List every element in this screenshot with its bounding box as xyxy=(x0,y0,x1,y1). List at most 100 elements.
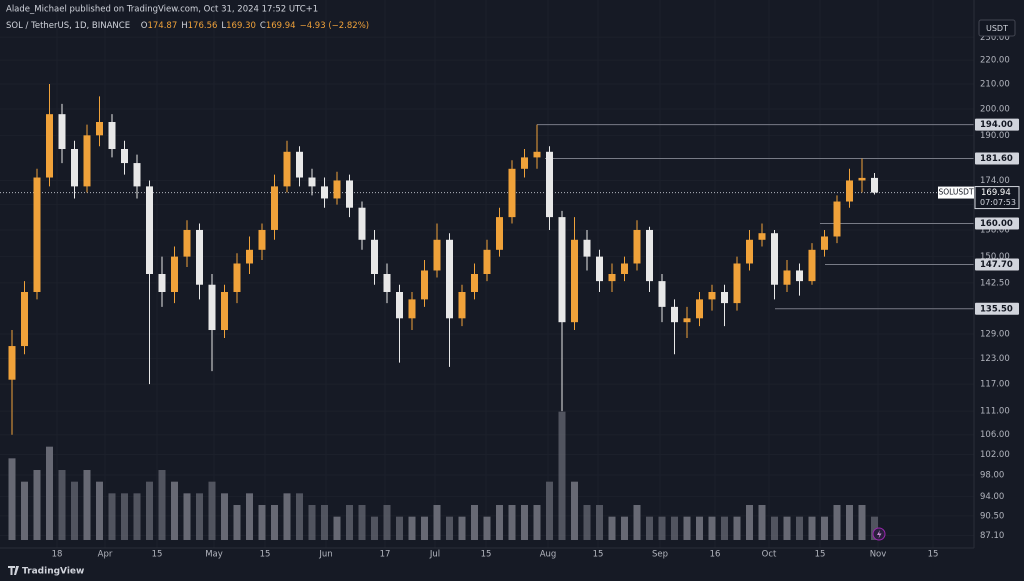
candle-body xyxy=(146,186,153,274)
candle-body xyxy=(96,122,103,136)
candle-body xyxy=(21,291,28,347)
candle-body xyxy=(458,291,466,319)
candle-body xyxy=(646,229,653,282)
volume-bar xyxy=(796,516,803,540)
x-tick-label: Sep xyxy=(652,550,668,560)
volume-bar xyxy=(396,516,403,540)
y-tick-label: 102.00 xyxy=(980,450,1010,460)
volume-bar xyxy=(471,505,478,540)
level-box xyxy=(975,118,1019,131)
candle-body xyxy=(846,180,853,202)
candle-body xyxy=(771,233,778,285)
candle-body xyxy=(633,229,641,264)
candle-body xyxy=(858,177,866,181)
level-label: 181.60 xyxy=(980,154,1013,164)
candle-body xyxy=(471,273,478,292)
candle-body xyxy=(258,229,266,250)
volume-bar xyxy=(96,481,103,540)
volume-bar xyxy=(646,516,653,540)
x-tick-label: Jul xyxy=(429,550,440,560)
volume-bar xyxy=(571,481,578,540)
footer-brand: TradingView xyxy=(22,567,84,577)
candle-body xyxy=(796,270,803,282)
candle-body xyxy=(396,291,403,319)
candle-body xyxy=(308,177,316,187)
candle-body xyxy=(83,135,91,187)
candle-body xyxy=(583,239,591,257)
candle-body xyxy=(696,299,703,319)
volume-bar xyxy=(746,505,753,540)
candle-body xyxy=(608,273,616,282)
volume-bar xyxy=(771,516,778,540)
y-tick-label: 123.00 xyxy=(980,354,1010,364)
volume-bar xyxy=(58,470,66,540)
volume-bar xyxy=(271,505,278,540)
x-tick-label: 16 xyxy=(710,550,721,560)
candle-body xyxy=(46,114,53,178)
quote-change: −4.93 (−2.82%) xyxy=(300,21,370,31)
x-tick-label: 15 xyxy=(152,550,163,560)
level-label: 160.00 xyxy=(980,219,1013,229)
tv-logo xyxy=(8,566,19,575)
volume-bar xyxy=(533,505,541,540)
volume-bar xyxy=(708,516,716,540)
volume-bar xyxy=(783,516,791,540)
volume-bar xyxy=(233,505,241,540)
volume-bar xyxy=(596,505,603,540)
volume-bar xyxy=(833,505,841,540)
time-axis: 18 Apr 15 May 15 Jun 17 Jul 15 Aug 15 Sep 16 Oct 15 Nov… xyxy=(52,550,939,560)
currency[interactable]: USDT xyxy=(986,24,1008,33)
currency-box[interactable] xyxy=(978,19,1016,37)
price-axis: 230.00220.00210.00200.00190.00174.00166.… xyxy=(938,33,1020,541)
volume-bar xyxy=(421,516,428,540)
candle-body xyxy=(346,180,353,208)
volume-bar xyxy=(483,516,491,540)
volume-bar xyxy=(333,516,341,540)
symbol: SOL / TetherUS, 1D, BINANCE xyxy=(6,21,130,31)
candle-body xyxy=(358,207,366,240)
volume-bar xyxy=(621,516,628,540)
volume-bar xyxy=(658,516,666,540)
y-tick-label: 150.00 xyxy=(980,252,1010,262)
volume-bar xyxy=(383,505,391,540)
x-tick-label: May xyxy=(205,550,223,560)
volume-bar xyxy=(433,505,441,540)
candle-body xyxy=(483,249,491,274)
countdown: 07:07:53 xyxy=(980,198,1016,207)
candle-body xyxy=(571,239,578,323)
level-label: 135.50 xyxy=(980,304,1013,314)
candle-body xyxy=(546,151,553,218)
volume-bar xyxy=(446,516,453,540)
candle-body xyxy=(833,201,841,237)
grid xyxy=(0,0,974,548)
y-tick-label: 98.00 xyxy=(980,470,1004,480)
volume-bar xyxy=(371,516,378,540)
candle-body xyxy=(421,270,428,300)
volume-bar xyxy=(846,505,853,540)
y-tick-label: 129.00 xyxy=(980,329,1010,339)
candle-body xyxy=(658,281,666,307)
quote-prefix: C xyxy=(260,21,266,31)
candle-body xyxy=(221,291,228,331)
volume-bar xyxy=(608,516,616,540)
volume-bar xyxy=(108,493,116,540)
candle-body xyxy=(233,263,241,292)
candle-body xyxy=(371,239,378,274)
volume-bar xyxy=(121,493,128,540)
quote-value: 176.56 xyxy=(188,21,218,31)
candle-body xyxy=(821,236,828,250)
candle-body xyxy=(533,151,541,158)
candle-body xyxy=(446,239,453,319)
volume-bar xyxy=(558,411,566,540)
quote-prefix: L xyxy=(221,21,226,31)
candle-body xyxy=(621,263,628,274)
volume-bar xyxy=(258,505,266,540)
volume-bar xyxy=(133,493,141,540)
candle-body xyxy=(321,186,328,199)
volume-bar xyxy=(871,516,878,540)
candle-body xyxy=(496,217,503,250)
candle-body xyxy=(671,306,678,323)
volume-bar xyxy=(546,481,553,540)
x-tick-label: 18 xyxy=(52,550,63,560)
